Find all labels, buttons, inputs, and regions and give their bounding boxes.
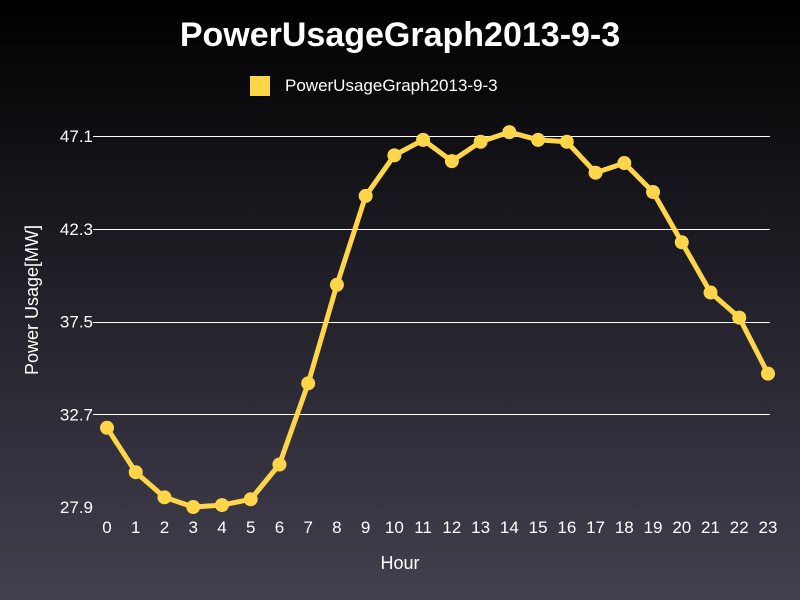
series-line bbox=[104, 129, 771, 510]
data-point bbox=[617, 156, 632, 171]
x-tick-label: 12 bbox=[442, 518, 461, 537]
x-tick-label: 15 bbox=[529, 518, 548, 537]
x-tick-label: 10 bbox=[385, 518, 404, 537]
x-tick-label: 14 bbox=[500, 518, 519, 537]
data-point bbox=[329, 277, 344, 292]
x-tick-label: 5 bbox=[246, 518, 255, 537]
x-axis-ticks: 0 1 2 3 4 5 6 7 8 9 10 11 12 13 14 15 16 17 18 19 20 21 22 23 bbox=[102, 518, 777, 537]
x-tick-label: 7 bbox=[303, 518, 312, 537]
data-point bbox=[732, 310, 747, 325]
x-tick-label: 0 bbox=[102, 518, 111, 537]
x-tick-label: 13 bbox=[471, 518, 490, 537]
data-point bbox=[531, 132, 546, 147]
x-tick-label: 16 bbox=[557, 518, 576, 537]
data-point bbox=[444, 154, 459, 169]
y-tick-label: 47.1 bbox=[60, 127, 93, 146]
data-point bbox=[674, 235, 689, 250]
x-tick-label: 17 bbox=[586, 518, 605, 537]
x-tick-label: 6 bbox=[275, 518, 284, 537]
x-tick-label: 4 bbox=[217, 518, 226, 537]
x-tick-label: 11 bbox=[414, 518, 432, 537]
data-point bbox=[128, 465, 143, 480]
data-point bbox=[559, 134, 574, 149]
data-point bbox=[157, 490, 172, 505]
x-tick-label: 23 bbox=[759, 518, 778, 537]
data-point bbox=[502, 125, 517, 140]
legend-label: PowerUsageGraph2013-9-3 bbox=[285, 76, 498, 95]
x-tick-label: 2 bbox=[160, 518, 169, 537]
data-point bbox=[272, 457, 287, 472]
y-tick-label: 32.7 bbox=[60, 405, 93, 424]
x-tick-label: 19 bbox=[644, 518, 663, 537]
legend: PowerUsageGraph2013-9-3 bbox=[250, 76, 498, 96]
x-tick-label: 18 bbox=[615, 518, 634, 537]
x-tick-label: 22 bbox=[730, 518, 749, 537]
x-tick-label: 9 bbox=[361, 518, 370, 537]
data-point bbox=[761, 366, 775, 381]
x-tick-label: 21 bbox=[701, 518, 720, 537]
series-layer bbox=[100, 125, 775, 514]
y-axis-ticks: 27.9 32.7 37.5 42.3 47.1 bbox=[60, 127, 93, 517]
legend-swatch bbox=[250, 76, 270, 96]
grid-lines bbox=[93, 136, 770, 415]
data-point bbox=[387, 148, 402, 163]
data-point bbox=[243, 492, 258, 507]
x-tick-label: 3 bbox=[188, 518, 197, 537]
y-tick-label: 27.9 bbox=[60, 498, 93, 517]
data-point bbox=[186, 500, 201, 514]
x-tick-label: 8 bbox=[332, 518, 341, 537]
y-tick-label: 37.5 bbox=[60, 313, 93, 332]
x-axis-label: Hour bbox=[380, 553, 419, 573]
data-point bbox=[646, 185, 661, 200]
x-tick-label: 20 bbox=[672, 518, 691, 537]
data-point bbox=[214, 498, 229, 513]
chart-title: PowerUsageGraph2013-9-3 bbox=[180, 16, 620, 54]
data-point bbox=[588, 165, 603, 180]
y-axis-label: Power Usage[MW] bbox=[22, 225, 42, 375]
y-tick-label: 42.3 bbox=[60, 220, 93, 239]
data-point bbox=[473, 134, 488, 149]
data-point bbox=[358, 188, 373, 203]
data-point bbox=[703, 285, 718, 300]
data-point bbox=[416, 132, 431, 147]
x-tick-label: 1 bbox=[131, 518, 140, 537]
data-point bbox=[301, 376, 316, 391]
data-point bbox=[100, 420, 114, 435]
